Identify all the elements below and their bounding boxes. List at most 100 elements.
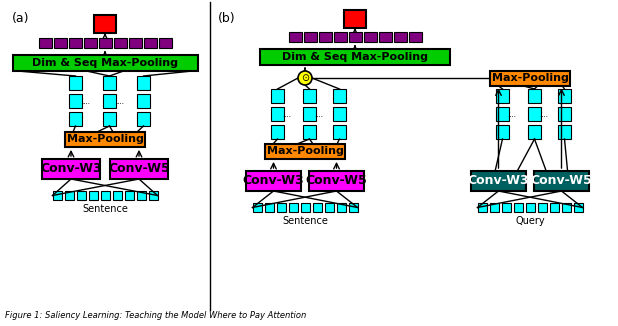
Bar [496, 125, 509, 139]
Bar [333, 125, 346, 139]
Bar [318, 32, 331, 42]
Bar [309, 171, 364, 191]
Bar [64, 191, 74, 200]
Bar [471, 171, 526, 191]
Bar [38, 38, 51, 48]
Bar [148, 191, 158, 200]
Bar [303, 32, 316, 42]
Text: Figure 1: Saliency Learning: Teaching the Model Where to Pay Attention: Figure 1: Saliency Learning: Teaching th… [5, 311, 307, 320]
Bar [514, 203, 522, 212]
Text: (a): (a) [12, 12, 30, 25]
Text: ....: .... [540, 112, 549, 118]
Bar [501, 203, 510, 212]
Bar [333, 107, 346, 121]
Bar [349, 32, 362, 42]
Text: ....: .... [116, 99, 124, 105]
Bar [83, 38, 96, 48]
Bar [77, 191, 85, 200]
Bar [378, 32, 391, 42]
Bar [42, 159, 100, 179]
Bar [129, 38, 142, 48]
Bar [276, 203, 286, 212]
Bar [94, 15, 116, 33]
Bar [143, 38, 156, 48]
Text: Conv-W5: Conv-W5 [306, 174, 367, 187]
Text: Max-Pooling: Max-Pooling [491, 73, 569, 83]
Text: Sentence: Sentence [282, 216, 328, 226]
Bar [496, 89, 509, 103]
Text: Conv-W3: Conv-W3 [243, 174, 304, 187]
Bar [324, 203, 334, 212]
Bar [265, 144, 345, 159]
Bar [574, 203, 583, 212]
Circle shape [298, 71, 312, 85]
Bar [394, 32, 407, 42]
Text: Max-Pooling: Max-Pooling [67, 135, 143, 144]
Text: ⊙: ⊙ [301, 73, 309, 83]
Bar [289, 203, 297, 212]
Bar [69, 38, 82, 48]
Bar [103, 76, 116, 90]
Text: Sentence: Sentence [82, 204, 128, 214]
Bar [562, 203, 570, 212]
Bar [98, 38, 111, 48]
Bar [53, 191, 62, 200]
Bar [124, 191, 133, 200]
Bar [528, 107, 541, 121]
Text: Conv-W3: Conv-W3 [468, 174, 529, 187]
Bar [137, 94, 150, 108]
Text: Conv-W5: Conv-W5 [108, 162, 170, 175]
Bar [289, 32, 302, 42]
Text: Conv-W3: Conv-W3 [40, 162, 102, 175]
Text: Dim & Seq Max-Pooling: Dim & Seq Max-Pooling [282, 52, 428, 62]
Bar [260, 49, 450, 65]
Text: Dim & Seq Max-Pooling: Dim & Seq Max-Pooling [32, 58, 178, 68]
Bar [303, 107, 316, 121]
Bar [344, 10, 366, 28]
Bar [363, 32, 376, 42]
Bar [558, 125, 571, 139]
Bar [549, 203, 559, 212]
Bar [103, 112, 116, 126]
Bar [137, 76, 150, 90]
Bar [88, 191, 98, 200]
Bar [300, 203, 310, 212]
Bar [534, 171, 589, 191]
Bar [12, 55, 198, 71]
Bar [265, 203, 274, 212]
Bar [101, 191, 109, 200]
Bar [253, 203, 261, 212]
Bar [137, 112, 150, 126]
Bar [558, 89, 571, 103]
Bar [65, 132, 145, 147]
Bar [333, 89, 346, 103]
Bar [525, 203, 535, 212]
Bar [349, 203, 357, 212]
Text: ....: .... [315, 112, 323, 118]
Bar [112, 191, 122, 200]
Bar [496, 107, 509, 121]
Bar [489, 203, 499, 212]
Bar [538, 203, 546, 212]
Text: ....: .... [507, 112, 517, 118]
Bar [478, 203, 486, 212]
Text: Conv-W5: Conv-W5 [531, 174, 593, 187]
Bar [69, 94, 82, 108]
Bar [408, 32, 421, 42]
Bar [303, 89, 316, 103]
Bar [110, 159, 168, 179]
Bar [69, 76, 82, 90]
Text: Max-Pooling: Max-Pooling [266, 146, 344, 156]
Bar [313, 203, 321, 212]
Text: ....: .... [82, 99, 90, 105]
Bar [54, 38, 67, 48]
Bar [336, 203, 345, 212]
Bar [528, 125, 541, 139]
Bar [303, 125, 316, 139]
Bar [271, 125, 284, 139]
Bar [103, 94, 116, 108]
Bar [558, 107, 571, 121]
Bar [334, 32, 347, 42]
Bar [490, 70, 570, 85]
Text: Query: Query [515, 216, 545, 226]
